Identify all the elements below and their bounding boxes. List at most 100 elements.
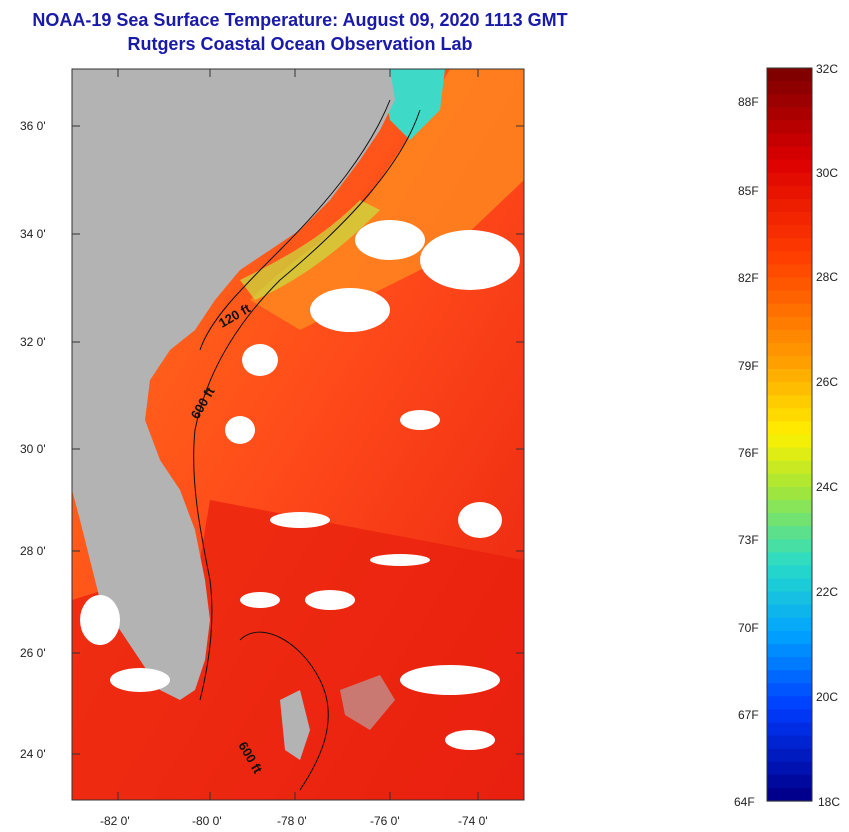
colorbar-step [767,473,812,488]
colorbar-step [767,382,812,396]
bahamas-bank [340,675,395,730]
lon-label-80: -80 0' [192,814,222,828]
colorbar-step [767,486,812,501]
colorbar-step [767,657,812,671]
map-frame [71,68,525,801]
colorbar-step [767,185,812,200]
shelf-cool-band [240,200,380,300]
contour-120ft [199,99,391,351]
colorbar-step [767,565,812,580]
lat-label-24: 24 0' [20,747,46,761]
colorbar-step [767,604,812,619]
latitude-ticks [72,125,524,755]
colorbar-step [767,342,812,357]
colorbar-label-28c: 28C [816,270,839,284]
shelf-waters [250,69,524,330]
lon-label-82: -82 0' [100,814,130,828]
colorbar-step [767,460,812,475]
colorbar-step [767,761,812,776]
colorbar-label-76f: 76F [738,446,759,460]
map-subtitle: Rutgers Coastal Ocean Observation Lab [127,34,473,54]
colorbar-step [767,643,812,658]
colorbar-step [767,133,812,148]
colorbar-step [767,172,812,187]
lat-label-32: 32 0' [20,335,46,349]
colorbar-step [767,591,812,606]
colorbar-step [767,434,812,449]
colorbar-step [767,787,812,802]
contour-600ft [193,109,421,701]
colorbar-label-24c: 24C [816,480,839,494]
colorbar-label-20c: 20C [816,690,839,704]
colorbar-label-82f: 82F [738,271,759,285]
colorbar-label-73f: 73F [738,533,759,547]
colorbar-label-22c: 22C [816,585,839,599]
colorbar-step [767,146,812,161]
map-title: NOAA-19 Sea Surface Temperature: August … [32,10,568,30]
colorbar-step [767,198,812,213]
lat-label-30: 30 0' [20,442,46,456]
colorbar-label-79f: 79F [738,359,759,373]
colorbar-step [767,722,812,737]
colorbar-step [767,447,812,462]
colorbar-label-18c: 18C [818,795,841,809]
colorbar-step [767,408,812,423]
us-landmass [72,69,395,700]
longitude-ticks [117,69,479,800]
cloud-cover [80,220,520,750]
colorbar-step [767,709,812,724]
colorbar-step [767,303,812,318]
andros-island [280,690,310,760]
colorbar-label-85f: 85F [738,184,759,198]
colorbar-step [767,552,812,566]
contour-bahamas [239,631,329,791]
colorbar-step [767,264,812,279]
colorbar-step [767,81,812,95]
colorbar-label-26c: 26C [816,375,839,389]
colorbar-step [767,120,812,135]
colorbar-step [767,94,812,108]
colorbar-step [767,225,812,239]
colorbar-step [767,107,812,121]
colorbar-step [767,159,812,174]
colorbar-step [767,578,812,593]
lat-label-34: 34 0' [20,227,46,241]
colorbar-step [767,617,812,632]
lat-label-26: 26 0' [20,646,46,660]
colorbar-step [767,748,812,763]
colorbar-step [767,683,812,697]
colorbar-step [767,369,812,383]
colorbar-step [767,630,812,645]
lat-label-28: 28 0' [20,544,46,558]
colorbar-label-32c: 32C [816,62,839,76]
colorbar-step [767,395,812,409]
colorbar-step [767,290,812,305]
lon-label-74: -74 0' [458,814,488,828]
colorbar-step [767,696,812,710]
colorbar-label-70f: 70F [738,621,759,635]
colorbar-step [767,68,812,82]
colorbar-step [767,277,812,292]
lon-label-76: -76 0' [370,814,400,828]
colorbar-step [767,238,812,252]
lon-label-78: -78 0' [277,814,307,828]
colorbar-label-67f: 67F [738,708,759,722]
colorbar-step [767,316,812,331]
colorbar-step [767,526,812,540]
colorbar-step [767,499,812,514]
cool-northern-waters [380,69,445,140]
colorbar-step [767,539,812,553]
lat-label-36: 36 0' [20,119,46,133]
colorbar-step [767,211,812,226]
colorbar-label-30c: 30C [816,166,839,180]
colorbar-step [767,329,812,344]
colorbar-step [767,774,812,789]
colorbar-step [767,513,812,527]
colorbar-step [767,251,812,265]
temperature-colorbar [767,68,812,802]
colorbar-step [767,670,812,684]
colorbar-label-88f: 88F [738,95,759,109]
colorbar-label-64f: 64F [734,795,755,809]
colorbar-step [767,355,812,370]
